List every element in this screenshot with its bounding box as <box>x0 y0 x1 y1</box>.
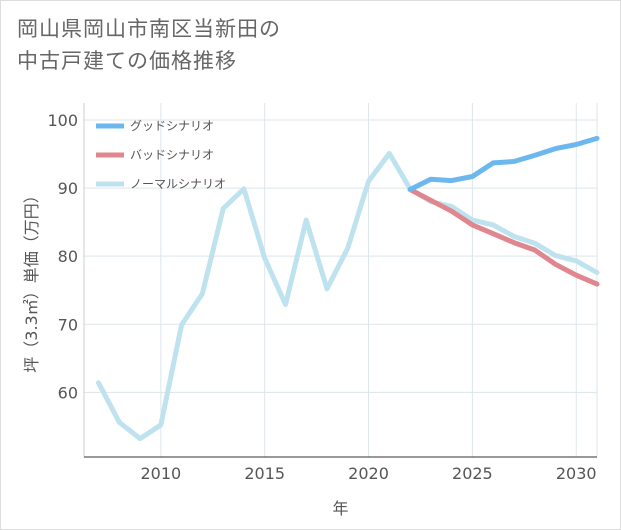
y-tick-label: 80 <box>58 247 78 266</box>
legend-label-0: グッドシナリオ <box>130 119 214 133</box>
y-tick-label: 100 <box>47 111 78 130</box>
y-tick-label: 70 <box>58 315 78 334</box>
x-axis-label: 年 <box>332 499 348 518</box>
x-tick-label: 2030 <box>556 464 597 483</box>
grid <box>84 103 597 457</box>
series-layer <box>96 135 600 442</box>
y-tick-label: 60 <box>58 383 78 402</box>
y-tick-label: 90 <box>58 179 78 198</box>
axes: 60 70 80 90 100 2010 2015 2020 2025 2030 <box>47 103 598 483</box>
x-tick-label: 2020 <box>348 464 389 483</box>
x-tick-label: 2025 <box>452 464 493 483</box>
legend-label-1: バッドシナリオ <box>130 148 214 162</box>
series-line-0 <box>407 135 600 192</box>
chart-title: 岡山県岡山市南区当新田の 中古戸建ての価格推移 <box>17 17 281 73</box>
y-axis-label: 坪（3.3㎡）単価（万円） <box>22 187 41 372</box>
legend-label-2: ノーマルシナリオ <box>130 177 226 191</box>
x-tick-label: 2010 <box>140 464 181 483</box>
series-line-2 <box>96 150 600 442</box>
x-tick-label: 2015 <box>244 464 285 483</box>
series-line-1 <box>407 187 600 287</box>
